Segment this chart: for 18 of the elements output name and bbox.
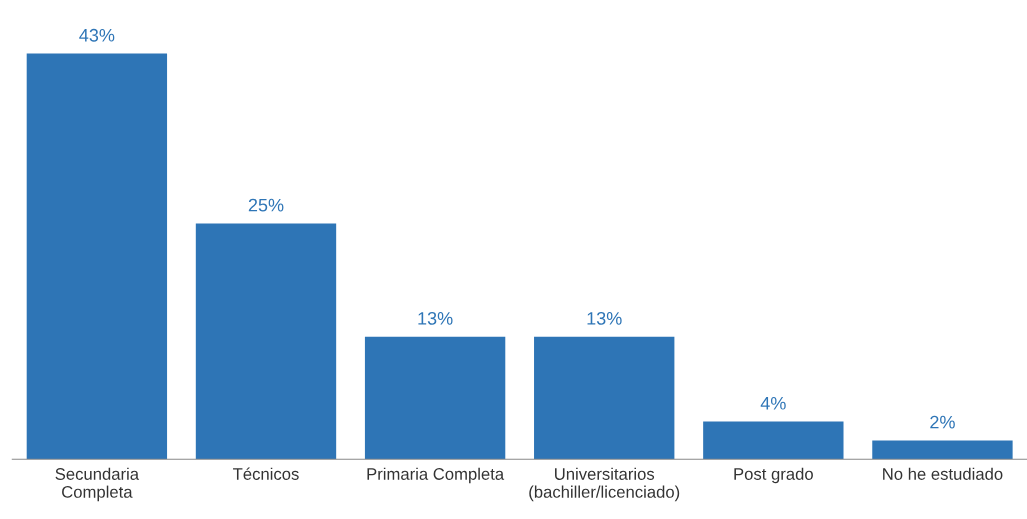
data-label: 2%: [930, 415, 955, 429]
x-tick-label: No he estudiado: [883, 467, 1003, 480]
bar: [195, 223, 337, 460]
x-tick-label: Universitarios (bachiller/licenciado): [529, 467, 680, 502]
x-tick-label: Secundaria Completa: [55, 467, 140, 502]
x-tick-label: Primaria Completa: [367, 467, 505, 484]
bar: [534, 336, 675, 460]
bar: [872, 440, 1013, 460]
data-label: 25%: [248, 198, 284, 212]
bar: [26, 53, 168, 460]
x-tick-label: Post grado: [734, 467, 813, 484]
data-label: 13%: [587, 311, 622, 325]
data-label: 43%: [79, 28, 115, 42]
bar: [703, 421, 844, 460]
x-tick-label: Técnicos: [233, 467, 299, 480]
data-label: 13%: [418, 311, 453, 325]
data-label: 4%: [760, 396, 786, 410]
bar: [364, 336, 506, 460]
